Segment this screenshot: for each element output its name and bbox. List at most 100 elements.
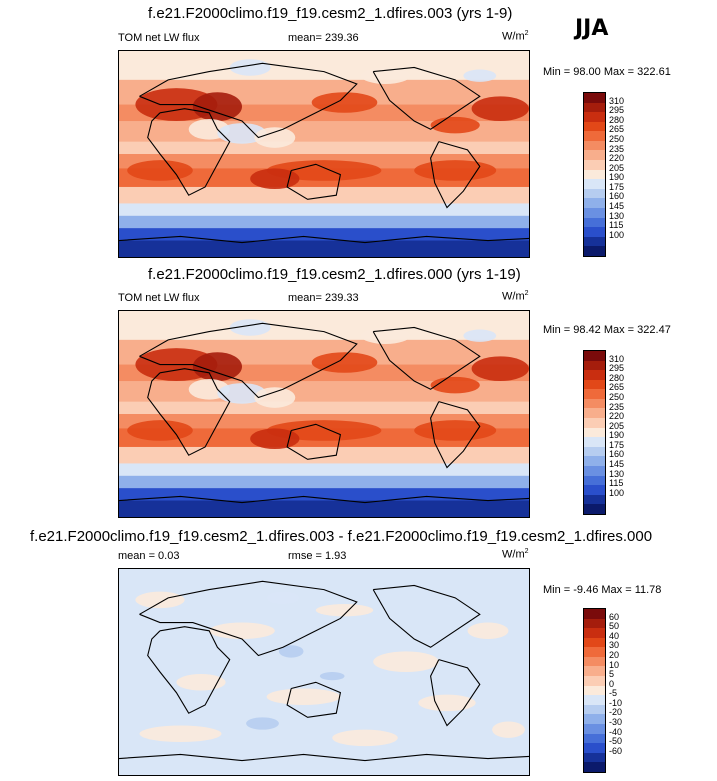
colorbar-swatch xyxy=(584,93,605,103)
colorbar-tick-label: -60 xyxy=(609,745,623,756)
colorbar-swatch xyxy=(584,379,605,390)
colorbar-tick-label: 295 xyxy=(609,363,625,374)
colorbar-swatch xyxy=(584,465,605,476)
field-anomaly xyxy=(209,622,275,640)
colorbar-swatch xyxy=(584,475,605,486)
colorbar-tick-label: 220 xyxy=(609,411,625,422)
panel-bottom-title: f.e21.F2000climo.f19_f19.cesm2_1.dfires.… xyxy=(30,528,653,545)
field-anomaly xyxy=(311,352,378,373)
field-anomaly xyxy=(266,591,300,605)
field-anomaly xyxy=(217,123,267,144)
field-anomaly xyxy=(311,92,378,113)
field-anomaly xyxy=(463,69,497,82)
colorbar-tick-label: 220 xyxy=(609,153,625,164)
coastline xyxy=(147,626,231,714)
panel-bottom-map xyxy=(118,568,530,776)
colorbar-swatch xyxy=(584,188,605,199)
colorbar-swatch xyxy=(584,666,605,677)
panel-bottom-field xyxy=(119,569,529,775)
colorbar-tick-label: 190 xyxy=(609,172,625,183)
colorbar-tick-label: 235 xyxy=(609,143,625,154)
field-anomaly xyxy=(414,420,497,441)
colorbar-swatch xyxy=(584,685,605,696)
colorbar-tick-label: 115 xyxy=(609,220,624,231)
coastline xyxy=(119,495,529,504)
colorbar-tick-label: 265 xyxy=(609,382,625,393)
colorbar-swatch xyxy=(584,112,605,122)
colorbar-tick-label: 250 xyxy=(609,133,625,144)
panel-middle-mean: mean= 239.33 xyxy=(288,292,359,304)
colorbar-swatch xyxy=(584,637,605,648)
colorbar-tick-label: -50 xyxy=(609,736,623,747)
colorbar-swatch xyxy=(584,494,605,505)
colorbar-tick-label: -5 xyxy=(609,688,618,699)
colorbar-tick-label: 30 xyxy=(609,640,620,651)
colorbar-tick-label: 295 xyxy=(609,105,625,116)
colorbar-swatch xyxy=(584,676,605,686)
field-anomaly xyxy=(254,127,296,148)
field-anomaly xyxy=(254,387,296,408)
colorbar-swatch xyxy=(584,704,605,715)
colorbar-swatch xyxy=(584,456,605,466)
field-anomaly xyxy=(266,688,341,705)
colorbar-tick-label: 265 xyxy=(609,124,625,135)
colorbar-tick-label: 235 xyxy=(609,401,625,412)
field-anomaly xyxy=(430,116,480,134)
colorbar-tick-label: 310 xyxy=(609,95,625,106)
colorbar-swatch xyxy=(584,140,605,151)
field-band xyxy=(119,488,529,502)
panel-bottom-colorbar xyxy=(583,608,606,773)
coastline xyxy=(286,681,342,718)
colorbar-tick-label: -10 xyxy=(609,697,623,708)
field-anomaly xyxy=(278,645,304,658)
colorbar-tick-label: 5 xyxy=(609,669,615,680)
colorbar-swatch xyxy=(584,437,605,447)
colorbar-swatch xyxy=(584,714,605,724)
panel-top-variable: TOM net LW flux xyxy=(118,32,200,44)
field-anomaly xyxy=(463,329,497,342)
field-band xyxy=(119,203,529,217)
coastline xyxy=(286,163,342,200)
colorbar-tick-label: 160 xyxy=(609,449,625,460)
colorbar-swatch xyxy=(584,618,605,629)
colorbar-swatch xyxy=(584,131,605,141)
panel-bottom-mean: mean = 0.03 xyxy=(118,550,180,562)
coastline xyxy=(430,659,481,727)
field-anomaly xyxy=(127,420,193,441)
colorbar-tick-label: 310 xyxy=(609,353,625,364)
colorbar-swatch xyxy=(584,762,605,772)
colorbar-swatch xyxy=(584,236,605,247)
colorbar-tick-label: -30 xyxy=(609,717,623,728)
field-anomaly xyxy=(471,96,529,122)
colorbar-swatch xyxy=(584,733,605,744)
colorbar-swatch xyxy=(584,752,605,763)
colorbar-tick-label: 20 xyxy=(609,649,620,660)
field-band xyxy=(119,401,529,415)
panel-top-field xyxy=(119,51,529,257)
colorbar-tick-label: 175 xyxy=(609,181,625,192)
field-band xyxy=(119,186,529,205)
field-anomaly xyxy=(467,622,509,640)
panel-top-units: W/m2 xyxy=(502,30,529,43)
panel-top-title: f.e21.F2000climo.f19_f19.cesm2_1.dfires.… xyxy=(148,5,513,22)
panel-middle-variable: TOM net LW flux xyxy=(118,292,200,304)
field-band xyxy=(119,446,529,465)
field-band xyxy=(119,240,529,257)
colorbar-swatch xyxy=(584,246,605,256)
season-label: JJA xyxy=(575,16,609,41)
field-band xyxy=(119,500,529,517)
coastline xyxy=(286,423,342,460)
field-anomaly xyxy=(430,376,480,394)
field-anomaly xyxy=(471,356,529,382)
coastline xyxy=(430,141,481,209)
colorbar-tick-label: 0 xyxy=(609,678,615,689)
coastline xyxy=(119,235,529,244)
field-band xyxy=(119,141,529,155)
field-anomaly xyxy=(176,674,226,691)
colorbar-swatch xyxy=(584,360,605,371)
coastline xyxy=(430,401,481,469)
colorbar-swatch xyxy=(584,217,605,228)
colorbar-swatch xyxy=(584,389,605,399)
colorbar-tick-label: 130 xyxy=(609,468,625,479)
colorbar-swatch xyxy=(584,227,605,237)
